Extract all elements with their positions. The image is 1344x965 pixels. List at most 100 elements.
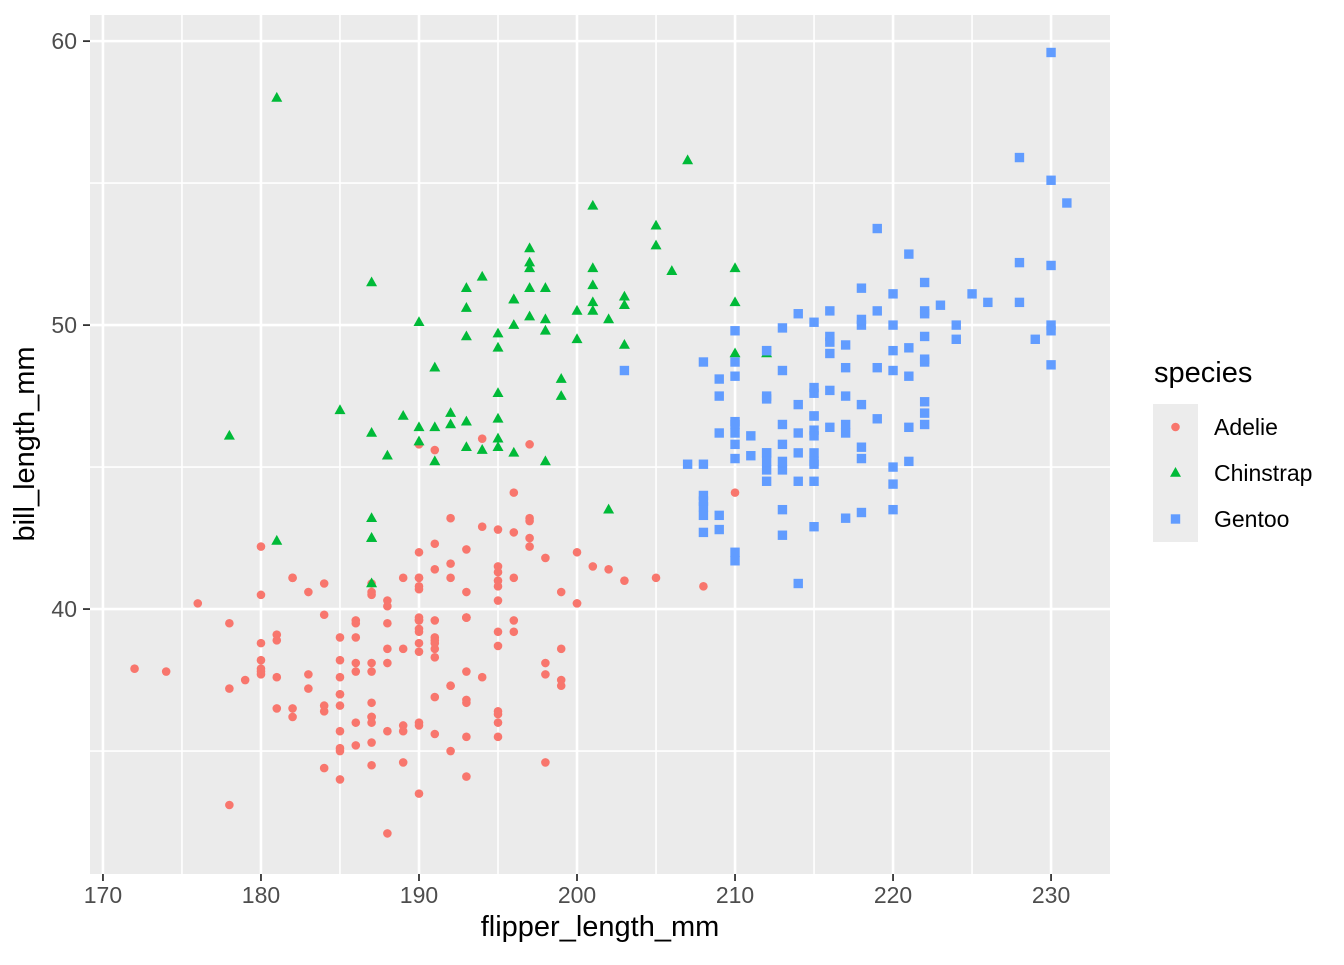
data-point-gentoo bbox=[809, 425, 819, 435]
data-point-gentoo bbox=[714, 510, 724, 521]
series-chinstrap bbox=[223, 91, 773, 588]
data-point-adelie bbox=[414, 616, 424, 625]
data-point-gentoo bbox=[714, 524, 724, 535]
data-point-adelie bbox=[462, 772, 471, 781]
data-point-gentoo bbox=[793, 428, 803, 438]
data-point-gentoo bbox=[730, 453, 740, 464]
x-tick-label: 190 bbox=[400, 882, 438, 908]
data-point-adelie bbox=[509, 528, 519, 537]
data-point-adelie bbox=[288, 712, 297, 722]
data-point-adelie bbox=[335, 746, 345, 756]
data-point-adelie bbox=[446, 573, 455, 583]
data-point-adelie bbox=[272, 635, 282, 645]
data-point-chinstrap bbox=[223, 429, 235, 440]
data-point-adelie bbox=[256, 638, 266, 648]
data-point-gentoo bbox=[983, 297, 993, 308]
data-point-gentoo bbox=[1046, 47, 1056, 58]
data-point-gentoo bbox=[698, 490, 709, 501]
data-point-gentoo bbox=[967, 289, 977, 299]
data-point-gentoo bbox=[714, 391, 724, 401]
data-point-adelie bbox=[541, 553, 550, 563]
data-point-gentoo bbox=[730, 439, 740, 450]
data-point-gentoo bbox=[919, 277, 930, 288]
data-point-gentoo bbox=[856, 283, 867, 293]
legend-key-circle-icon bbox=[1171, 422, 1180, 432]
data-point-chinstrap bbox=[460, 302, 472, 312]
data-point-gentoo bbox=[793, 309, 803, 319]
data-point-gentoo bbox=[761, 345, 772, 356]
data-point-chinstrap bbox=[603, 313, 615, 324]
data-point-adelie bbox=[256, 542, 266, 551]
data-point-gentoo bbox=[761, 448, 772, 458]
data-point-gentoo bbox=[904, 422, 914, 433]
data-point-adelie bbox=[225, 800, 234, 810]
data-point-adelie bbox=[193, 599, 203, 608]
data-point-adelie bbox=[130, 664, 139, 673]
data-point-adelie bbox=[351, 667, 361, 676]
x-tick-label: 170 bbox=[84, 882, 122, 908]
data-point-adelie bbox=[272, 672, 282, 682]
data-point-gentoo bbox=[761, 456, 772, 467]
x-tick-label: 200 bbox=[558, 882, 596, 908]
data-point-chinstrap bbox=[366, 512, 378, 522]
data-point-chinstrap bbox=[650, 219, 662, 230]
data-point-gentoo bbox=[809, 476, 819, 486]
data-point-gentoo bbox=[777, 530, 788, 540]
data-point-gentoo bbox=[919, 309, 930, 319]
data-point-adelie bbox=[319, 610, 329, 620]
data-point-adelie bbox=[351, 633, 361, 642]
data-point-adelie bbox=[414, 721, 424, 730]
data-point-gentoo bbox=[825, 348, 835, 359]
data-point-adelie bbox=[430, 729, 440, 739]
data-point-chinstrap bbox=[492, 412, 504, 423]
data-point-gentoo bbox=[904, 343, 914, 353]
x-tick-label: 180 bbox=[242, 882, 280, 908]
data-point-gentoo bbox=[1046, 175, 1056, 185]
data-point-gentoo bbox=[793, 448, 803, 458]
y-tick-label: 60 bbox=[51, 28, 77, 54]
data-point-adelie bbox=[225, 684, 234, 693]
data-point-chinstrap bbox=[429, 455, 441, 466]
data-point-chinstrap bbox=[476, 270, 488, 281]
data-point-chinstrap bbox=[397, 409, 409, 420]
data-point-adelie bbox=[446, 746, 455, 756]
data-point-adelie bbox=[383, 829, 392, 838]
data-point-chinstrap bbox=[539, 313, 551, 324]
data-point-chinstrap bbox=[334, 404, 346, 415]
data-point-chinstrap bbox=[445, 407, 457, 417]
data-point-gentoo bbox=[919, 331, 930, 342]
data-point-gentoo bbox=[619, 365, 630, 376]
data-point-adelie bbox=[367, 698, 376, 708]
data-point-chinstrap bbox=[618, 338, 630, 349]
data-point-gentoo bbox=[840, 428, 851, 438]
data-point-adelie bbox=[588, 562, 598, 571]
data-point-gentoo bbox=[888, 462, 898, 472]
data-point-adelie bbox=[541, 670, 550, 679]
data-point-adelie bbox=[462, 613, 471, 622]
legend-item-gentoo: Gentoo bbox=[1153, 496, 1289, 542]
data-point-adelie bbox=[493, 576, 503, 585]
data-point-chinstrap bbox=[539, 455, 551, 466]
data-point-chinstrap bbox=[587, 279, 599, 290]
data-point-gentoo bbox=[730, 547, 740, 557]
data-point-gentoo bbox=[840, 513, 851, 523]
data-point-gentoo bbox=[872, 223, 882, 234]
data-point-chinstrap bbox=[366, 426, 378, 437]
data-point-adelie bbox=[225, 618, 234, 628]
y-axis-title: bill_length_mm bbox=[9, 346, 41, 541]
data-point-adelie bbox=[509, 488, 519, 497]
data-point-adelie bbox=[256, 655, 266, 665]
data-point-gentoo bbox=[935, 300, 946, 310]
data-point-adelie bbox=[367, 718, 376, 727]
data-point-gentoo bbox=[809, 411, 819, 421]
data-point-gentoo bbox=[1014, 257, 1025, 268]
data-point-gentoo bbox=[698, 527, 709, 538]
data-point-gentoo bbox=[730, 357, 740, 367]
data-point-gentoo bbox=[809, 388, 819, 398]
data-point-gentoo bbox=[872, 362, 882, 373]
data-point-adelie bbox=[462, 695, 471, 705]
data-point-chinstrap bbox=[492, 432, 504, 443]
data-point-adelie bbox=[446, 681, 455, 691]
